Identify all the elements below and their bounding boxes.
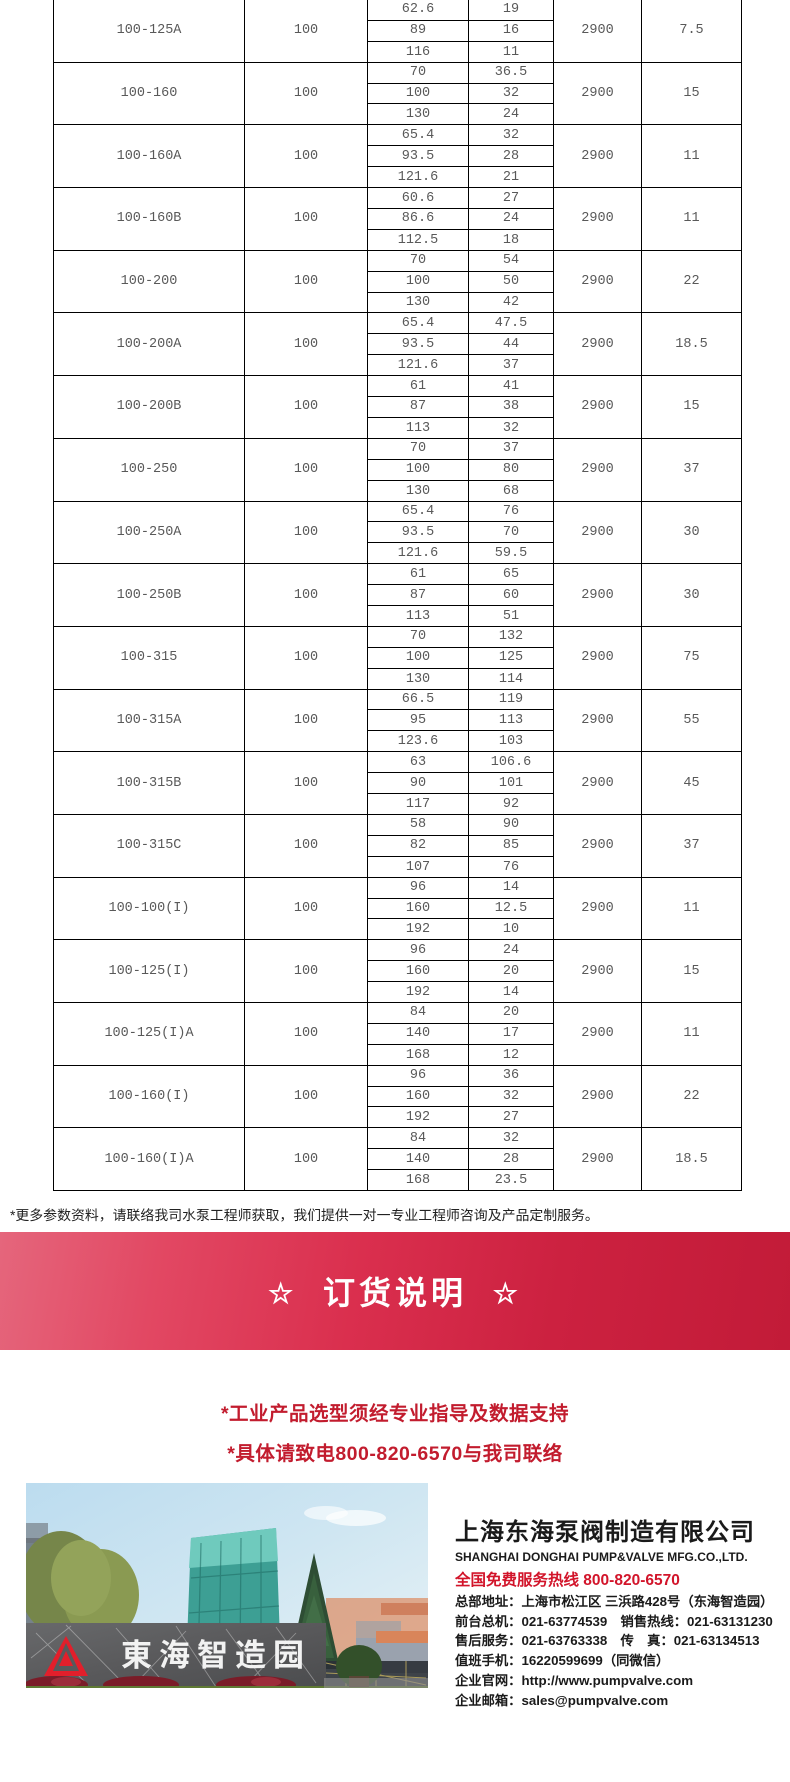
svg-text:東海智造园: 東海智造园 xyxy=(121,1630,311,1675)
